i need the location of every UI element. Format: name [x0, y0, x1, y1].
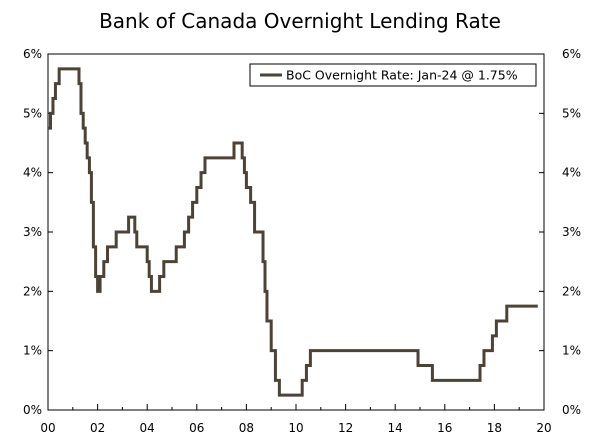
x-tick-label: 00: [40, 421, 55, 435]
y-tick-label-right: 2%: [562, 284, 581, 298]
x-tick-label: 16: [437, 421, 452, 435]
x-tick-label: 04: [140, 421, 155, 435]
y-tick-label-left: 4%: [23, 166, 42, 180]
y-tick-label-left: 5%: [23, 106, 42, 120]
legend-label: BoC Overnight Rate: Jan-24 @ 1.75%: [286, 68, 518, 83]
chart-title: Bank of Canada Overnight Lending Rate: [99, 9, 501, 33]
x-tick-label: 12: [338, 421, 353, 435]
x-tick-label: 18: [487, 421, 502, 435]
y-tick-label-right: 5%: [562, 106, 581, 120]
y-tick-label-right: 4%: [562, 166, 581, 180]
y-tick-label-left: 1%: [23, 344, 42, 358]
legend: BoC Overnight Rate: Jan-24 @ 1.75%: [249, 63, 537, 87]
y-tick-label-right: 0%: [562, 403, 581, 417]
axes: 0% 0% 1% 1% 2% 2% 3% 3% 4% 4% 5% 5% 6% 6% 00 02 04 06 08 10…: [23, 47, 581, 435]
y-tick-label-right: 1%: [562, 344, 581, 358]
x-tick-label: 08: [239, 421, 254, 435]
x-tick-label: 02: [90, 421, 105, 435]
x-tick-label: 10: [288, 421, 303, 435]
y-tick-label-left: 0%: [23, 403, 42, 417]
y-tick-label-left: 6%: [23, 47, 42, 61]
x-tick-label: 06: [189, 421, 204, 435]
series-line: [48, 67, 538, 397]
y-tick-label-left: 3%: [23, 225, 42, 239]
x-tick-label: 14: [388, 421, 403, 435]
y-tick-label-left: 2%: [23, 284, 42, 298]
y-tick-label-right: 3%: [562, 225, 581, 239]
legend-box: [249, 63, 537, 87]
y-tick-label-right: 6%: [562, 47, 581, 61]
x-tick-label: 20: [536, 421, 551, 435]
